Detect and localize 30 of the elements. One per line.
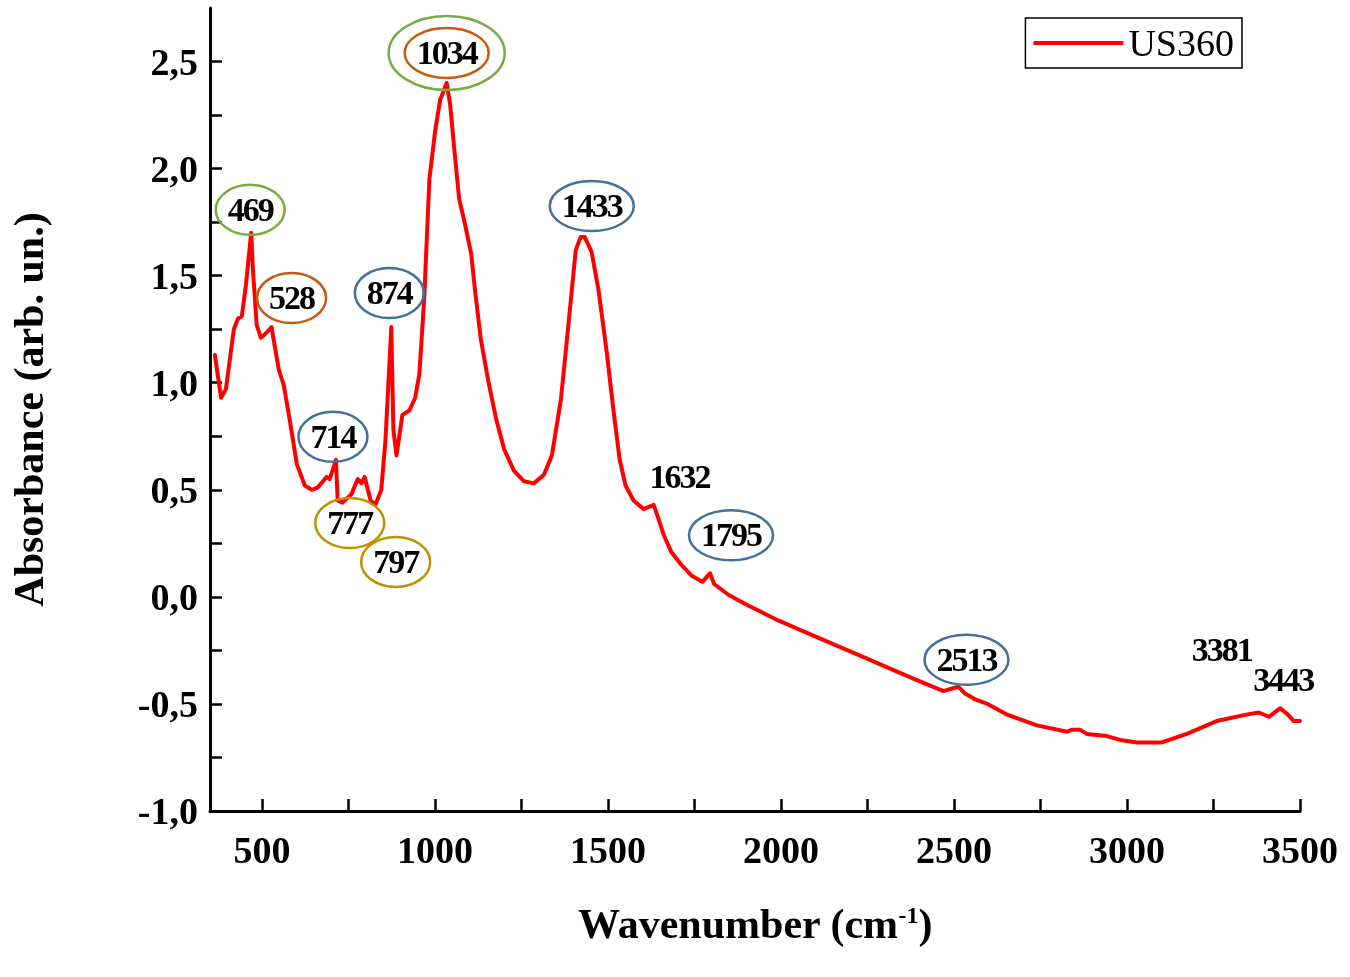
y-tick-label: -1,0 [137,790,198,832]
annotation: 777 [327,504,373,542]
annotation: 1632 [649,457,710,495]
annotation: 1433 [561,187,622,225]
y-tick-label: 1,5 [150,254,198,297]
y-tick-label: 1,0 [150,361,198,404]
y-tick-label: 0,0 [150,575,198,618]
y-tick-label: -0,5 [137,682,198,725]
annotation: 874 [366,274,412,312]
annotation: 469 [227,190,273,228]
annotation: 1795 [701,516,762,554]
annotation: 1034 [416,33,477,71]
annotation: 3443 [1253,661,1314,699]
x-tick-label: 1000 [396,829,473,871]
x-tick-label: 1500 [569,829,646,871]
x-tick-label: 3000 [1088,829,1165,871]
x-tick-label: 3500 [1262,829,1338,871]
y-tick-label: 2,0 [150,147,198,190]
annotation: 3381 [1191,631,1252,669]
annotation: 528 [269,279,315,317]
x-tick-label: 500 [233,829,291,871]
annotation: 797 [373,542,419,580]
x-tick-label: 2500 [915,829,992,871]
legend-label: US360 [1128,22,1234,64]
y-tick-label: 2,5 [150,40,198,83]
annotation: 2513 [936,640,997,678]
annotation: 714 [310,417,356,455]
y-axis-title: Absorbance (arb. un.) [6,212,53,607]
x-tick-label: 2000 [742,829,819,871]
y-tick-label: 0,5 [150,468,198,511]
